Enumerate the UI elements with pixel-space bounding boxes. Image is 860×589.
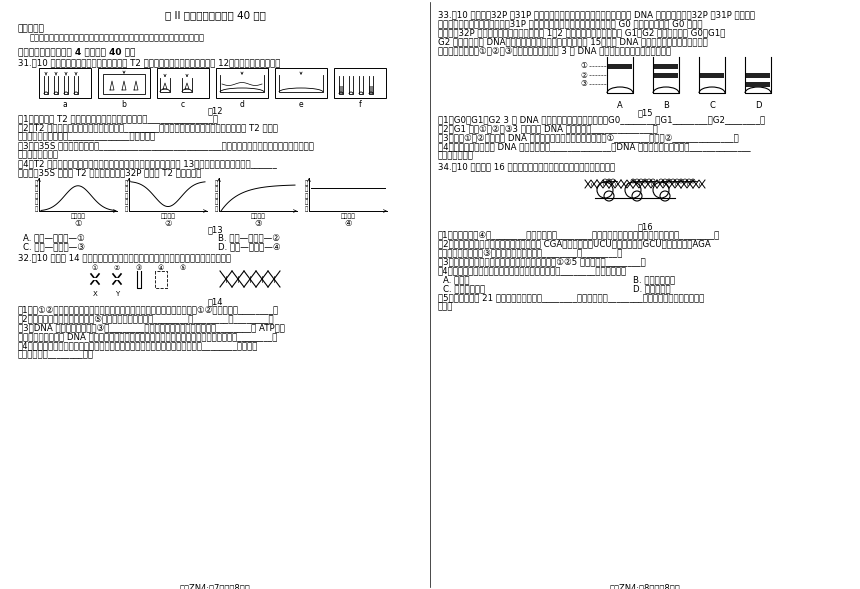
Text: C. 甲组—沉淀物—③: C. 甲组—沉淀物—③	[23, 242, 85, 251]
Text: ③: ③	[136, 265, 142, 271]
Bar	[746, 73, 770, 78]
Text: 32.（10 分）图 14 表示与果细胞重核物质相关结构的示意图，请据图回答下列问题：: 32.（10 分）图 14 表示与果细胞重核物质相关结构的示意图，请据图回答下列…	[18, 253, 231, 262]
FancyBboxPatch shape	[98, 68, 150, 98]
Text: 现将某哺乳动物的细胞放在含有31P 磷酸的培养基中，连续培养数代后得到 G0 代细胞。然后将 G0 代细胞: 现将某哺乳动物的细胞放在含有31P 磷酸的培养基中，连续培养数代后得到 G0 代…	[438, 19, 703, 28]
Text: ①: ①	[74, 219, 82, 228]
Text: 现较强的放射性。: 现较强的放射性。	[18, 150, 59, 159]
Text: 注意事项：: 注意事项：	[18, 24, 45, 33]
Text: D. 乙组—沉淀物—④: D. 乙组—沉淀物—④	[218, 242, 280, 251]
Text: （1）G0、G1、G2 3 代 DNA 离心后的试管分别是图中的：G0________，G1________，G2________。: （1）G0、G1、G2 3 代 DNA 离心后的试管分别是图中的：G0_____…	[438, 115, 765, 124]
Text: 放
射
性
高
低: 放 射 性 高 低	[34, 180, 38, 211]
Text: G2 代细胞中提取 DNA，经密度梯度离心后得到的结果如图 15，由于 DNA 分子质量不同，因此在离心管: G2 代细胞中提取 DNA，经密度梯度离心后得到的结果如图 15，由于 DNA …	[438, 37, 708, 46]
Text: 答目本用黑色碳素笔在答题卡上各题的答题区域内作答，在试题卷上作答无效。: 答目本用黑色碳素笔在答题卡上各题的答题区域内作答，在试题卷上作答无效。	[30, 33, 205, 42]
Text: 31.（10 分）某生物兴趣小组用模型模拟的 T2 噬菌体侵染细菌实验的过程如图 12，据图回答下列问题：: 31.（10 分）某生物兴趣小组用模型模拟的 T2 噬菌体侵染细菌实验的过程如图…	[18, 58, 280, 67]
Text: （2）G1 代在①、②、③3 条带中的 DNA 数的比例是______________。: （2）G1 代在①、②、③3 条带中的 DNA 数的比例是___________…	[438, 124, 658, 133]
FancyBboxPatch shape	[103, 74, 145, 94]
Text: e: e	[298, 100, 304, 109]
Text: （2）已知相关密码子所编码的氨基酸分别为 CGA（精氨酸）、UCU（丝氨酸）、GCU（丙氨酸）、AGA: （2）已知相关密码子所编码的氨基酸分别为 CGA（精氨酸）、UCU（丝氨酸）、G…	[438, 239, 710, 248]
Text: B. 口腔上皮细胞: B. 口腔上皮细胞	[633, 275, 675, 284]
Text: ③: ③	[580, 80, 587, 88]
Bar	[654, 64, 678, 69]
Text: 较小。: 较小。	[438, 302, 453, 311]
Text: （3）在同种生物的不同体细胞中，该图所示过程中①②5 不相同的是________。: （3）在同种生物的不同体细胞中，该图所示过程中①②5 不相同的是________…	[438, 257, 646, 266]
Text: 33.（10 分）含有32P 或31P 的磷酸，两者化学性质几乎相同，都可参与 DNA 分子的组成，但32P 比31P 质量大，: 33.（10 分）含有32P 或31P 的磷酸，两者化学性质几乎相同，都可参与 …	[438, 10, 755, 19]
Text: ①: ①	[92, 265, 98, 271]
Text: 保温时间: 保温时间	[161, 213, 175, 219]
Text: D. 骨骼肌细胞: D. 骨骼肌细胞	[633, 284, 671, 293]
Text: ②: ②	[164, 219, 172, 228]
Text: ②: ②	[580, 71, 587, 80]
Text: ⑤: ⑤	[180, 265, 186, 271]
Text: （4）上述实验结果证明 DNA 的复制方式是______________。DNA 的自我复制能使生物的______________: （4）上述实验结果证明 DNA 的复制方式是______________。DNA…	[438, 142, 751, 151]
Text: d: d	[240, 100, 244, 109]
Text: a: a	[63, 100, 67, 109]
Text: 图16: 图16	[637, 222, 653, 231]
Text: ②: ②	[114, 265, 120, 271]
Text: （甲组为35S 标记的 T2 噬菌体，乙组为32P 标记的 T2 噬菌体）。: （甲组为35S 标记的 T2 噬菌体，乙组为32P 标记的 T2 噬菌体）。	[18, 168, 201, 177]
Text: 保温时间: 保温时间	[341, 213, 355, 219]
Bar	[700, 73, 724, 78]
Text: 放
射
性
高
低: 放 射 性 高 低	[215, 180, 218, 211]
Text: （1）请将上图 T2 噬菌体侵染细菌的标号进行排序：_______________。: （1）请将上图 T2 噬菌体侵染细菌的标号进行排序：______________…	[18, 114, 218, 123]
Text: （1）图中的物质④为________，它是以图中________通过模板合成的，该过程所需要的酶是________。: （1）图中的物质④为________，它是以图中________通过模板合成的，…	[438, 230, 721, 239]
FancyBboxPatch shape	[334, 68, 386, 98]
Text: 的外壳是在大肠杆菌的______________上合成的。: 的外壳是在大肠杆菌的______________上合成的。	[18, 132, 157, 141]
Text: 二、简答题（本大题共 4 小题，共 40 分）: 二、简答题（本大题共 4 小题，共 40 分）	[18, 47, 135, 56]
Text: （5）生物体编码 21 种氨基酸的密码子有________种，密码子第________个碱基改变对氨基酸的影响: （5）生物体编码 21 种氨基酸的密码子有________种，密码子第_____…	[438, 293, 704, 302]
Bar	[608, 64, 632, 69]
Text: 图13: 图13	[207, 225, 223, 234]
FancyBboxPatch shape	[39, 68, 91, 98]
Text: D: D	[755, 101, 761, 110]
Text: （4）图示过程不可能发生在人体的下列哪种细胞中？________（填序号）。: （4）图示过程不可能发生在人体的下列哪种细胞中？________（填序号）。	[438, 266, 627, 275]
Text: 生物ZN4·第8页（共8页）: 生物ZN4·第8页（共8页）	[610, 583, 680, 589]
Text: ④: ④	[344, 219, 352, 228]
Text: B. 乙组—上清液—②: B. 乙组—上清液—②	[218, 233, 280, 242]
Text: ③: ③	[255, 219, 261, 228]
FancyBboxPatch shape	[275, 68, 327, 98]
Text: A. 精原元: A. 精原元	[443, 275, 470, 284]
Text: 过复制，形成的子代 DNA 的两条链，一条来自亲代，一条是重新形成的，这种复制方式称为________。: 过复制，形成的子代 DNA 的两条链，一条来自亲代，一条是重新形成的，这种复制方…	[18, 332, 278, 341]
Text: （4）图示为果蝇一个精原细胞中的染色体组成，请写出图示果蝇细胞的基因型：________，它所产: （4）图示为果蝇一个精原细胞中的染色体组成，请写出图示果蝇细胞的基因型：____…	[18, 341, 258, 350]
Text: （4）T2 噬菌体与细菌保温时间长短与放射性高低的关系图可能如图 13，下列关系中最合理的是______: （4）T2 噬菌体与细菌保温时间长短与放射性高低的关系图可能如图 13，下列关系…	[18, 159, 277, 168]
Text: ①: ①	[580, 61, 587, 71]
Text: 图14: 图14	[207, 297, 223, 306]
Text: f: f	[359, 100, 361, 109]
Text: 内的分布不同。若①、②、③分别表示轻、中、重 3 种 DNA 分子的位置，请回答下列问题：: 内的分布不同。若①、②、③分别表示轻、中、重 3 种 DNA 分子的位置，请回答…	[438, 46, 671, 55]
Text: 保持相对稳定。: 保持相对稳定。	[438, 151, 474, 160]
Text: （1）若①②表示某一物质在某细胞体细胞不同分裂时期的两种结构形态，则①②分别表示：________。: （1）若①②表示某一物质在某细胞体细胞不同分裂时期的两种结构形态，则①②分别表示…	[18, 305, 280, 314]
Text: A. 甲组—上清液—①: A. 甲组—上清液—①	[23, 233, 85, 242]
Text: 34.（10 分）如图 16 为遗传信息的表达示意图，据图回答下列问题：: 34.（10 分）如图 16 为遗传信息的表达示意图，据图回答下列问题：	[438, 162, 615, 171]
Text: 生的精细胞有________种。: 生的精细胞有________种。	[18, 350, 94, 359]
Text: （精氨酸），则图中③所代表的氨基酸分别为________、________。: （精氨酸），则图中③所代表的氨基酸分别为________、________。	[438, 248, 624, 257]
Polygon shape	[369, 86, 373, 94]
FancyBboxPatch shape	[216, 68, 268, 98]
Text: 放
射
性
高
低: 放 射 性 高 低	[125, 180, 128, 211]
Bar	[746, 82, 770, 87]
Text: C. 成熟的红细胞: C. 成熟的红细胞	[443, 284, 485, 293]
Text: Y: Y	[115, 291, 120, 297]
Text: 放
射
性
高
低: 放 射 性 高 低	[304, 180, 308, 211]
Text: 保温时间: 保温时间	[250, 213, 266, 219]
Text: 保温时间: 保温时间	[71, 213, 85, 219]
Text: C: C	[709, 101, 715, 110]
Text: A: A	[617, 101, 623, 110]
Text: 第 II 卷（非选择题，共 40 分）: 第 II 卷（非选择题，共 40 分）	[164, 10, 266, 20]
Text: （3）图中①、②两条带中 DNA 分子所含的同位素磷分别是：条带①________，条带②______________。: （3）图中①、②两条带中 DNA 分子所含的同位素磷分别是：条带①_______…	[438, 133, 739, 142]
Bar	[654, 73, 678, 78]
Text: 图12: 图12	[207, 106, 223, 115]
Text: ④: ④	[158, 265, 164, 271]
Text: 移至含有32P 磷酸的培养基中培养，经过第 1、2 次细胞分裂后，分别得到 G1、G2 代细胞。再从 G0、G1、: 移至含有32P 磷酸的培养基中培养，经过第 1、2 次细胞分裂后，分别得到 G1…	[438, 28, 725, 37]
Text: B: B	[663, 101, 669, 110]
Text: 生物ZN4·第7页（共8页）: 生物ZN4·第7页（共8页）	[180, 583, 250, 589]
Text: （3）以35S 标记组为例，如果____________________________，可能造成的结果是上清液和沉淀物都出: （3）以35S 标记组为例，如果________________________…	[18, 141, 314, 150]
Text: （2）请按照自上而下的顺序写出⑤中碱基序列的中文名称________、________、________。: （2）请按照自上而下的顺序写出⑤中碱基序列的中文名称________、_____…	[18, 314, 274, 323]
Text: b: b	[121, 100, 126, 109]
Polygon shape	[339, 86, 343, 94]
Text: 图15: 图15	[637, 108, 653, 117]
Text: X: X	[93, 291, 97, 297]
FancyBboxPatch shape	[157, 68, 209, 98]
Text: （3）DNA 分子复制时，图中③处________发生断裂，此过程需要的条件是________和 ATP，通: （3）DNA 分子复制时，图中③处________发生断裂，此过程需要的条件是_…	[18, 323, 285, 332]
Text: c: c	[181, 100, 185, 109]
Text: （2）T2 噬菌体的遗传物质复制发生在图中________（用字母和箭头表示）过程之间，子代 T2 噬菌体: （2）T2 噬菌体的遗传物质复制发生在图中________（用字母和箭头表示）过…	[18, 123, 278, 132]
